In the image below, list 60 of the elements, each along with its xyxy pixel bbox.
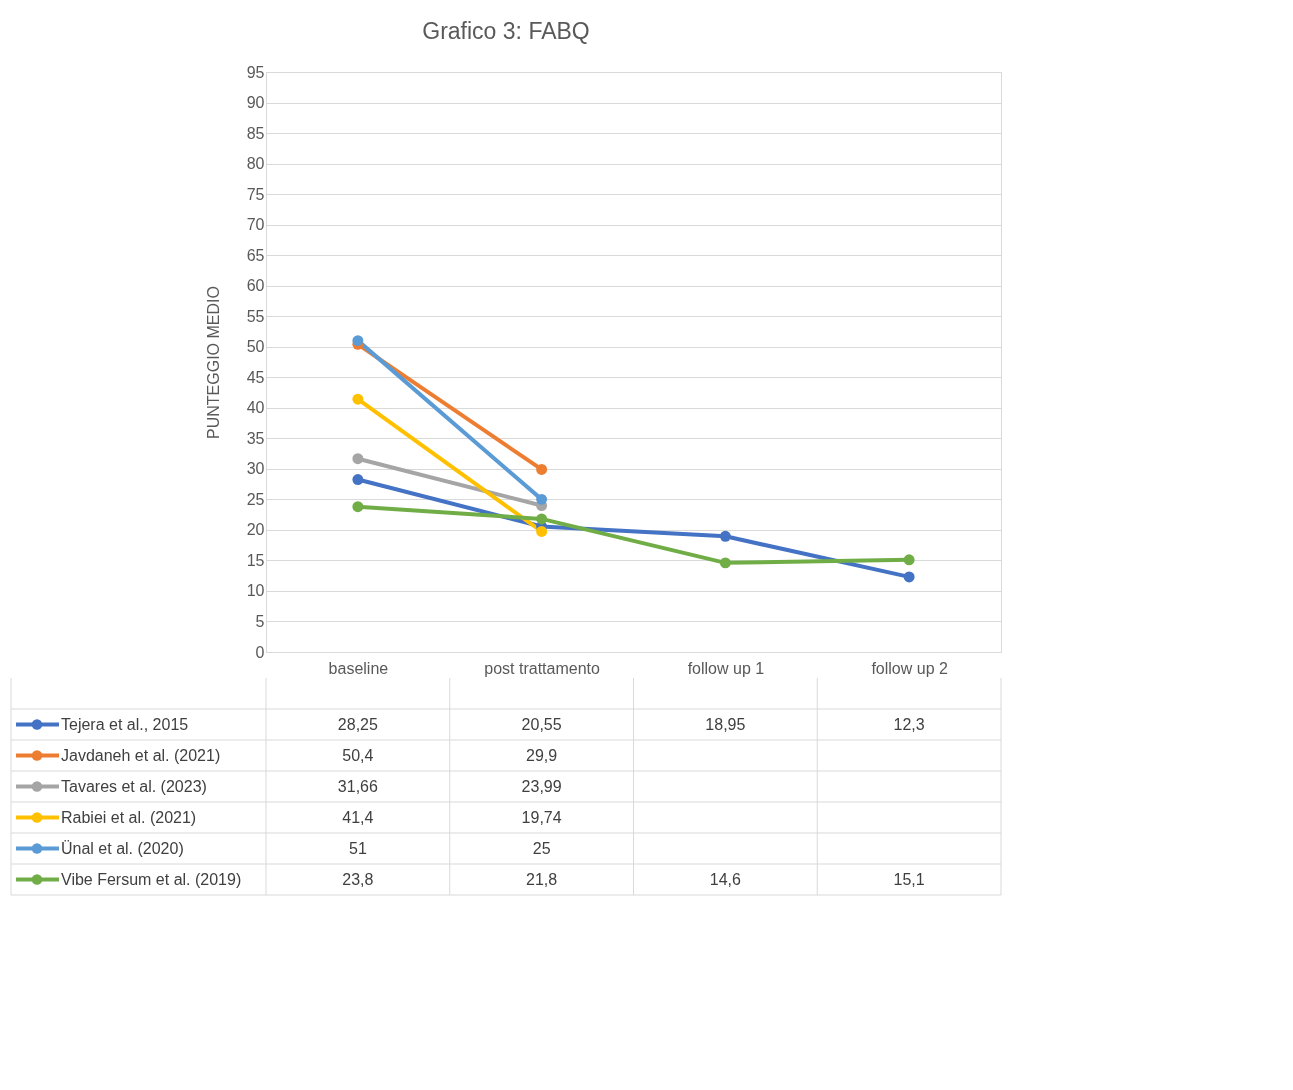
point <box>352 393 364 405</box>
x-tick-label: follow up 1 <box>687 659 765 677</box>
data-label: 25 <box>532 839 551 857</box>
data-label: 19,74 <box>521 808 562 826</box>
point <box>536 513 548 525</box>
y-tick-label: 80 <box>246 155 265 173</box>
data-label: 23,8 <box>342 870 374 888</box>
y-tick-label: 85 <box>246 124 265 142</box>
point <box>352 474 364 485</box>
data-label: 18,95 <box>705 715 746 733</box>
y-axis-title: PUNTEGGIO MEDIO <box>204 286 222 439</box>
point <box>719 557 731 569</box>
y-tick-label: 10 <box>246 582 265 600</box>
x-tick-label: follow up 2 <box>871 659 948 677</box>
legend-label: Tavares et al. (2023) <box>61 777 207 795</box>
y-tick-label: 35 <box>246 429 265 447</box>
y-tick-label: 50 <box>246 338 265 356</box>
legend-label: Javdaneh et al. (2021) <box>61 746 221 764</box>
y-tick-label: 90 <box>246 94 265 112</box>
data-label: 14,6 <box>709 870 742 888</box>
point <box>719 530 731 542</box>
y-tick-label: 40 <box>246 399 265 417</box>
data-label: 21,8 <box>526 870 558 888</box>
y-tick-label: 55 <box>246 307 265 325</box>
point <box>903 554 915 566</box>
y-tick-label: 5 <box>255 612 265 630</box>
y-tick-label: 65 <box>246 246 265 264</box>
point <box>536 493 548 505</box>
point <box>352 501 364 513</box>
data-label: 28,25 <box>337 715 378 733</box>
point <box>536 526 548 537</box>
y-tick-label: 15 <box>246 551 265 569</box>
data-label: 50,4 <box>342 746 374 764</box>
y-tick-label: 95 <box>246 63 265 81</box>
y-tick-label: 60 <box>246 277 265 295</box>
y-tick-label: 70 <box>246 216 265 234</box>
legend-label: Rabiei et al. (2021) <box>61 808 197 826</box>
x-tick-label: baseline <box>328 659 389 677</box>
y-tick-label: 75 <box>246 185 265 203</box>
y-tick-label: 0 <box>255 643 265 661</box>
chart-title: Grafico 3: FABQ <box>422 17 590 44</box>
y-tick-label: 45 <box>246 368 265 386</box>
data-label: 31,66 <box>337 777 378 795</box>
y-tick-label: 25 <box>246 490 265 508</box>
data-label: 29,9 <box>526 746 558 764</box>
data-label: 12,3 <box>893 715 925 733</box>
y-tick-label: 30 <box>246 460 265 478</box>
data-label: 20,55 <box>521 715 562 733</box>
data-label: 51 <box>348 839 367 857</box>
legend-label: Tejera et al., 2015 <box>61 715 189 733</box>
y-tick-label: 20 <box>246 521 265 539</box>
point <box>903 571 915 583</box>
legend-label: Ünal et al. (2020) <box>61 839 184 857</box>
x-tick-label: post trattamento <box>484 659 601 677</box>
point <box>536 463 548 475</box>
data-label: 15,1 <box>893 870 925 888</box>
legend-label: Vibe Fersum et al. (2019) <box>61 870 242 888</box>
data-label: 41,4 <box>342 808 374 826</box>
data-label: 23,99 <box>521 777 562 795</box>
point <box>352 453 364 465</box>
